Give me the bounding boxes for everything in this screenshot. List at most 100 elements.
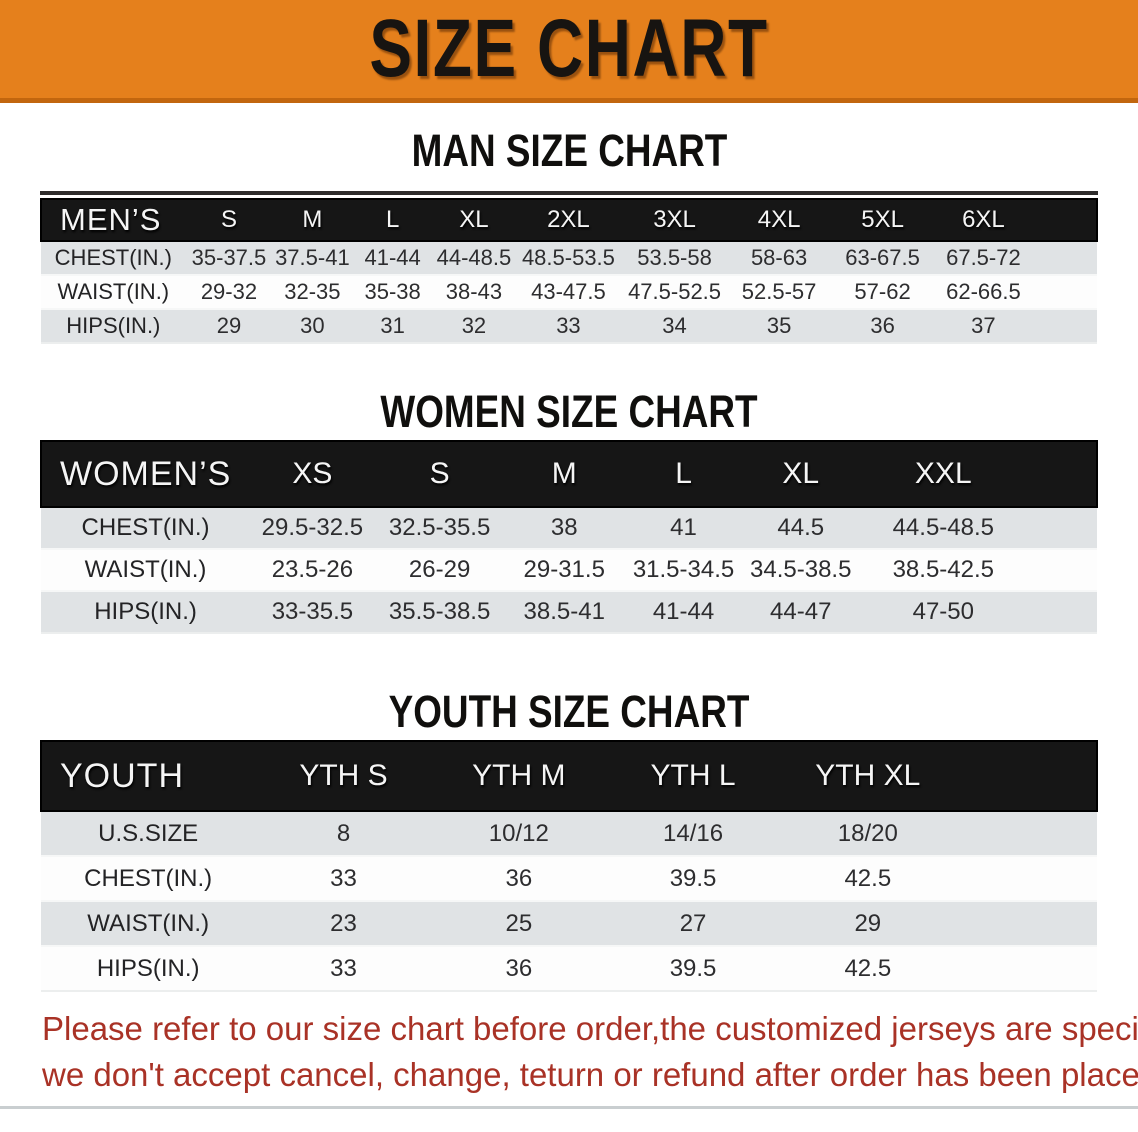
women-waist-row: WAIST(IN.) 23.5-26 26-29 29-31.5 31.5-34… [41, 549, 1097, 591]
women-col-m: M [504, 440, 624, 508]
cell: 29-31.5 [504, 549, 624, 591]
cell: 44-48.5 [432, 241, 516, 275]
row-label: U.S.SIZE [41, 811, 256, 856]
cell: 44.5-48.5 [858, 507, 1029, 549]
cell: 25 [431, 901, 606, 946]
cell: 27 [605, 901, 781, 946]
cell: 35-37.5 [185, 241, 273, 275]
youth-col-s: YTH S [255, 740, 432, 812]
youth-col-m: YTH M [431, 740, 606, 812]
men-col-5xl: 5XL [830, 198, 935, 242]
disclaimer: Please refer to our size chart before or… [0, 1006, 1138, 1098]
women-col-xs: XS [250, 440, 375, 508]
cell: 44-47 [743, 591, 859, 633]
cell: 38 [504, 507, 624, 549]
men-col-3xl: 3XL [621, 198, 728, 242]
youth-size-table: YOUTH YTH S YTH M YTH L YTH XL U.S.SIZE … [39, 740, 1098, 992]
youth-section-title: YOUTH SIZE CHART [388, 686, 750, 737]
cell: 48.5-53.5 [515, 241, 622, 275]
cell: 52.5-57 [727, 275, 831, 309]
cell: 33 [255, 946, 432, 991]
cell: 41-44 [623, 591, 744, 633]
cell: 26-29 [374, 549, 505, 591]
cell: 35.5-38.5 [374, 591, 505, 633]
size-chart-page: SIZE CHART MAN SIZE CHART MEN’S S M L XL [0, 0, 1138, 1109]
cell: 41-44 [352, 241, 433, 275]
youth-waist-row: WAIST(IN.) 23 25 27 29 [41, 901, 1097, 946]
cell: 32.5-35.5 [374, 507, 505, 549]
cell: 23 [255, 901, 432, 946]
cell: 35 [727, 309, 831, 343]
cell: 47.5-52.5 [621, 275, 728, 309]
cell: 58-63 [727, 241, 831, 275]
men-header-row: MEN’S S M L XL 2XL 3XL 4XL 5XL 6XL [40, 198, 1099, 242]
cell: 33-35.5 [250, 591, 375, 633]
men-waist-row: WAIST(IN.) 29-32 32-35 35-38 38-43 43-47… [41, 275, 1097, 309]
cell: 35-38 [352, 275, 433, 309]
women-col-spacer [1028, 440, 1098, 508]
cell-spacer [955, 856, 1097, 901]
cell: 32 [432, 309, 516, 343]
cell: 43-47.5 [515, 275, 622, 309]
youth-size-chart-section: YOUTH SIZE CHART YOUTH YTH S YTH M YTH L… [0, 684, 1138, 992]
men-col-spacer [1032, 198, 1099, 242]
cell: 14/16 [605, 811, 781, 856]
bottom-rule [0, 1106, 1138, 1109]
cell: 47-50 [858, 591, 1029, 633]
cell-spacer [1032, 309, 1097, 343]
cell: 33 [255, 856, 432, 901]
youth-ussize-row: U.S.SIZE 8 10/12 14/16 18/20 [41, 811, 1097, 856]
cell: 41 [623, 507, 744, 549]
banner: SIZE CHART [0, 0, 1138, 103]
women-table-corner-label: WOMEN’S [39, 440, 251, 508]
men-col-l: L [352, 198, 433, 242]
women-col-xxl: XXL [858, 440, 1029, 508]
row-label: HIPS(IN.) [41, 591, 251, 633]
men-col-6xl: 6XL [934, 198, 1033, 242]
row-label: HIPS(IN.) [41, 309, 186, 343]
cell: 42.5 [780, 856, 956, 901]
row-label: HIPS(IN.) [41, 946, 256, 991]
youth-col-spacer [955, 740, 1098, 812]
cell: 44.5 [743, 507, 859, 549]
disclaimer-line-2: we don't accept cancel, change, teturn o… [42, 1056, 1138, 1093]
row-label: CHEST(IN.) [41, 507, 251, 549]
men-size-chart-section: MAN SIZE CHART MEN’S S M L XL 2XL 3XL 4 [0, 123, 1138, 344]
cell: 36 [830, 309, 935, 343]
women-size-table: WOMEN’S XS S M L XL XXL CHEST(IN.) 29.5-… [39, 440, 1098, 634]
youth-hips-row: HIPS(IN.) 33 36 39.5 42.5 [41, 946, 1097, 991]
cell-spacer [955, 811, 1097, 856]
cell: 38.5-42.5 [858, 549, 1029, 591]
youth-chest-row: CHEST(IN.) 33 36 39.5 42.5 [41, 856, 1097, 901]
cell-spacer [1028, 591, 1097, 633]
cell: 23.5-26 [250, 549, 375, 591]
cell: 8 [255, 811, 432, 856]
youth-table-corner-label: YOUTH [39, 740, 256, 812]
cell: 38-43 [432, 275, 516, 309]
cell: 34 [621, 309, 728, 343]
cell: 33 [515, 309, 622, 343]
women-col-s: S [374, 440, 505, 508]
cell: 32-35 [272, 275, 353, 309]
cell: 42.5 [780, 946, 956, 991]
men-col-m: M [272, 198, 353, 242]
row-label: CHEST(IN.) [41, 856, 256, 901]
cell: 63-67.5 [830, 241, 935, 275]
men-col-2xl: 2XL [515, 198, 622, 242]
cell: 31.5-34.5 [623, 549, 744, 591]
women-section-title: WOMEN SIZE CHART [380, 386, 758, 437]
women-size-chart-section: WOMEN SIZE CHART WOMEN’S XS S M L XL XXL [0, 384, 1138, 634]
cell: 29 [185, 309, 273, 343]
cell-spacer [1028, 507, 1097, 549]
youth-header-row: YOUTH YTH S YTH M YTH L YTH XL [39, 740, 1098, 812]
cell-spacer [1028, 549, 1097, 591]
men-col-4xl: 4XL [727, 198, 831, 242]
row-label: WAIST(IN.) [41, 901, 256, 946]
cell: 34.5-38.5 [743, 549, 859, 591]
cell: 36 [431, 856, 606, 901]
youth-col-l: YTH L [605, 740, 781, 812]
cell: 37 [934, 309, 1033, 343]
row-label: WAIST(IN.) [41, 549, 251, 591]
cell: 36 [431, 946, 606, 991]
men-chest-row: CHEST(IN.) 35-37.5 37.5-41 41-44 44-48.5… [41, 241, 1097, 275]
